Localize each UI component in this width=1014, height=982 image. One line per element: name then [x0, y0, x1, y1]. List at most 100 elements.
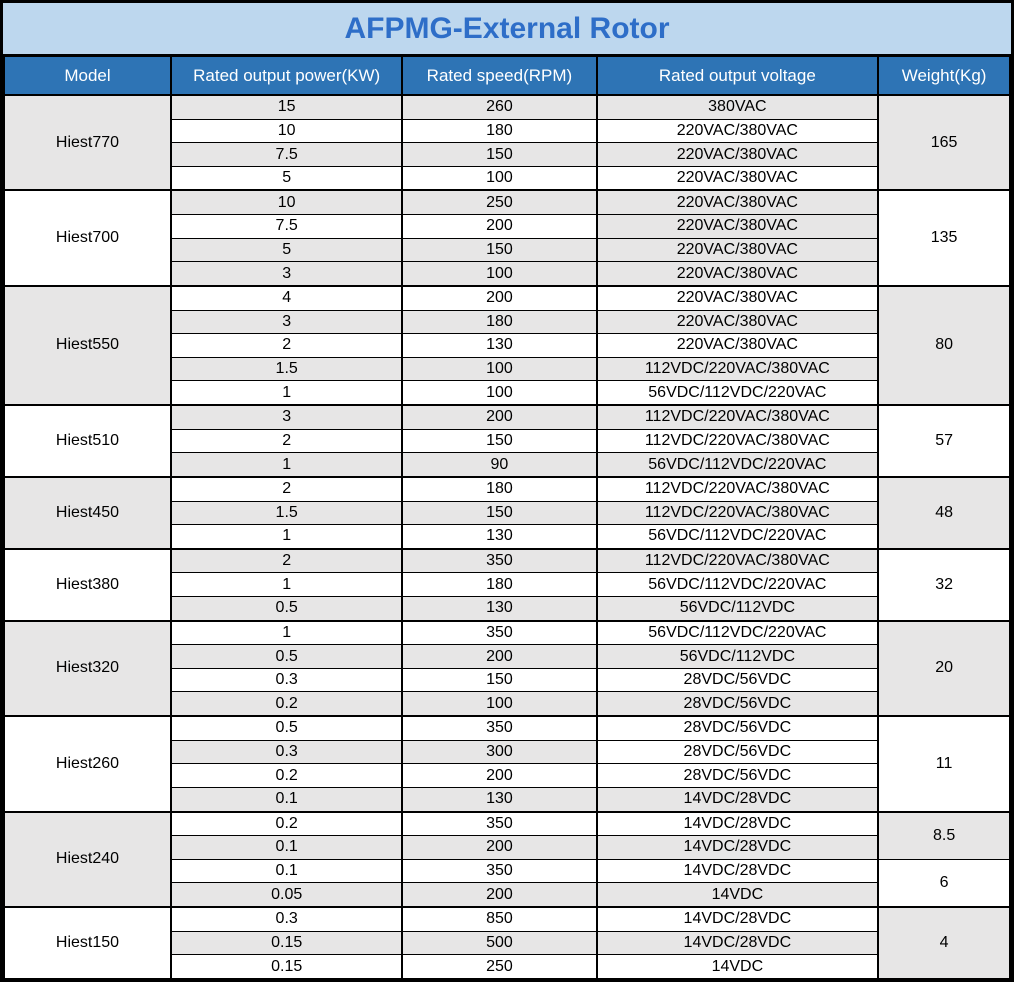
power-cell: 1 — [169, 572, 404, 597]
weight-cell: 20 — [877, 619, 1011, 717]
voltage-cell: 28VDC/56VDC — [595, 715, 880, 741]
voltage-cell: 56VDC/112VDC — [595, 595, 880, 622]
power-cell: 0.5 — [169, 595, 404, 622]
speed-cell: 350 — [401, 619, 598, 646]
speed-cell: 250 — [401, 954, 598, 979]
voltage-cell: 112VDC/220VAC/380VAC — [595, 428, 880, 454]
speed-cell: 180 — [401, 118, 598, 144]
power-cell: 3 — [169, 404, 404, 430]
table-row: Hiest380 2 350 112VDC/220VAC/380VAC 32 — [3, 547, 1011, 622]
power-cell: 0.15 — [169, 930, 404, 956]
voltage-cell: 56VDC/112VDC/220VAC — [595, 452, 880, 478]
column-header-power: Rated output power(KW) — [169, 56, 404, 96]
weight-cell: 135 — [877, 189, 1011, 287]
speed-cell: 200 — [401, 644, 598, 669]
table-row: Hiest550 4 200 220VAC/380VAC 80 — [3, 284, 1011, 406]
model-cell: Hiest320 — [3, 619, 172, 717]
table-row: 0.1 200 14VDC/28VDC — [4, 835, 1010, 860]
speed-cell: 350 — [401, 810, 598, 837]
table-row: Hiest260 0.5 350 28VDC/56VDC 11 — [3, 715, 1011, 813]
table-row: 10 180 220VAC/380VAC — [4, 118, 1010, 144]
table-row: 0.15 500 14VDC/28VDC — [4, 930, 1010, 956]
speed-cell: 350 — [401, 547, 598, 574]
power-cell: 1 — [169, 619, 404, 646]
power-cell: 7.5 — [169, 142, 404, 167]
voltage-cell: 220VAC/380VAC — [595, 284, 880, 311]
table-row: Hiest510 3 200 112VDC/220VAC/380VAC 57 — [3, 404, 1011, 478]
weight-cell: 165 — [877, 93, 1011, 191]
table-row: 1.5 150 112VDC/220VAC/380VAC — [4, 500, 1010, 526]
power-cell: 0.15 — [169, 954, 404, 979]
table-row: 1 180 56VDC/112VDC/220VAC — [4, 572, 1010, 597]
speed-cell: 350 — [401, 715, 598, 741]
voltage-cell: 220VAC/380VAC — [595, 309, 880, 335]
speed-cell: 100 — [401, 165, 598, 191]
table-row: 1.5 100 112VDC/220VAC/380VAC — [4, 356, 1010, 382]
speed-cell: 100 — [401, 380, 598, 406]
voltage-cell: 14VDC/28VDC — [595, 810, 880, 837]
table-row: 2 130 220VAC/380VAC — [4, 333, 1010, 358]
model-cell: Hiest240 — [3, 810, 172, 908]
power-cell: 7.5 — [169, 214, 404, 239]
power-cell: 2 — [169, 475, 404, 502]
speed-cell: 250 — [401, 189, 598, 216]
power-cell: 10 — [169, 118, 404, 144]
table-row: 0.3 300 28VDC/56VDC — [4, 739, 1010, 765]
table-row: 0.3 150 28VDC/56VDC — [4, 667, 1010, 693]
voltage-cell: 112VDC/220VAC/380VAC — [595, 356, 880, 382]
table-row: 1 90 56VDC/112VDC/220VAC — [4, 452, 1010, 478]
spec-table: Model Rated output power(KW) Rated speed… — [3, 56, 1011, 979]
table-row: Hiest150 0.3 850 14VDC/28VDC 4 — [3, 905, 1011, 979]
power-cell: 0.3 — [169, 667, 404, 693]
column-header-speed: Rated speed(RPM) — [401, 56, 598, 96]
table-row: 1 130 56VDC/112VDC/220VAC — [4, 524, 1010, 550]
speed-cell: 850 — [401, 905, 598, 932]
table-row: 7.5 200 220VAC/380VAC — [4, 214, 1010, 239]
model-cell: Hiest380 — [3, 547, 172, 622]
speed-cell: 150 — [401, 237, 598, 263]
table-row: 0.15 250 14VDC — [4, 954, 1010, 979]
table-body: Hiest770 15 260 380VAC 165 10 180 220VAC/380VAC… — [3, 93, 1011, 979]
voltage-cell: 14VDC/28VDC — [595, 858, 880, 884]
table-row: 0.5 200 56VDC/112VDC — [4, 644, 1010, 669]
table-row: 3 180 220VAC/380VAC — [4, 309, 1010, 335]
speed-cell: 100 — [401, 356, 598, 382]
voltage-cell: 220VAC/380VAC — [595, 165, 880, 191]
table-row: 0.2 100 28VDC/56VDC — [4, 691, 1010, 717]
voltage-cell: 112VDC/220VAC/380VAC — [595, 475, 880, 502]
power-cell: 0.3 — [169, 905, 404, 932]
table-row: Hiest320 1 350 56VDC/112VDC/220VAC 20 — [3, 619, 1011, 717]
power-cell: 0.1 — [169, 835, 404, 860]
speed-cell: 180 — [401, 309, 598, 335]
column-header-voltage: Rated output voltage — [595, 56, 880, 96]
column-header-weight: Weight(Kg) — [877, 56, 1011, 96]
table-row: Hiest450 2 180 112VDC/220VAC/380VAC 48 — [3, 475, 1011, 550]
model-cell: Hiest260 — [3, 715, 172, 813]
voltage-cell: 220VAC/380VAC — [595, 142, 880, 167]
table-row: Hiest240 0.2 350 14VDC/28VDC 8.5 — [3, 810, 1011, 908]
voltage-cell: 28VDC/56VDC — [595, 763, 880, 788]
power-cell: 2 — [169, 547, 404, 574]
voltage-cell: 112VDC/220VAC/380VAC — [595, 500, 880, 526]
voltage-cell: 220VAC/380VAC — [595, 214, 880, 239]
voltage-cell: 220VAC/380VAC — [595, 261, 880, 287]
power-cell: 2 — [169, 428, 404, 454]
speed-cell: 200 — [401, 284, 598, 311]
speed-cell: 300 — [401, 739, 598, 765]
column-header-model: Model — [3, 56, 172, 96]
model-cell: Hiest550 — [3, 284, 172, 406]
speed-cell: 260 — [401, 93, 598, 120]
speed-cell: 350 — [401, 858, 598, 884]
voltage-cell: 14VDC — [595, 882, 880, 908]
speed-cell: 90 — [401, 452, 598, 478]
speed-cell: 200 — [401, 214, 598, 239]
speed-cell: 130 — [401, 333, 598, 358]
speed-cell: 100 — [401, 691, 598, 717]
power-cell: 0.5 — [169, 644, 404, 669]
power-cell: 0.1 — [169, 786, 404, 813]
model-cell: Hiest770 — [3, 93, 172, 191]
voltage-cell: 220VAC/380VAC — [595, 333, 880, 358]
weight-cell: 11 — [877, 715, 1011, 813]
weight-cell: 8.5 — [877, 810, 1011, 860]
speed-cell: 150 — [401, 667, 598, 693]
